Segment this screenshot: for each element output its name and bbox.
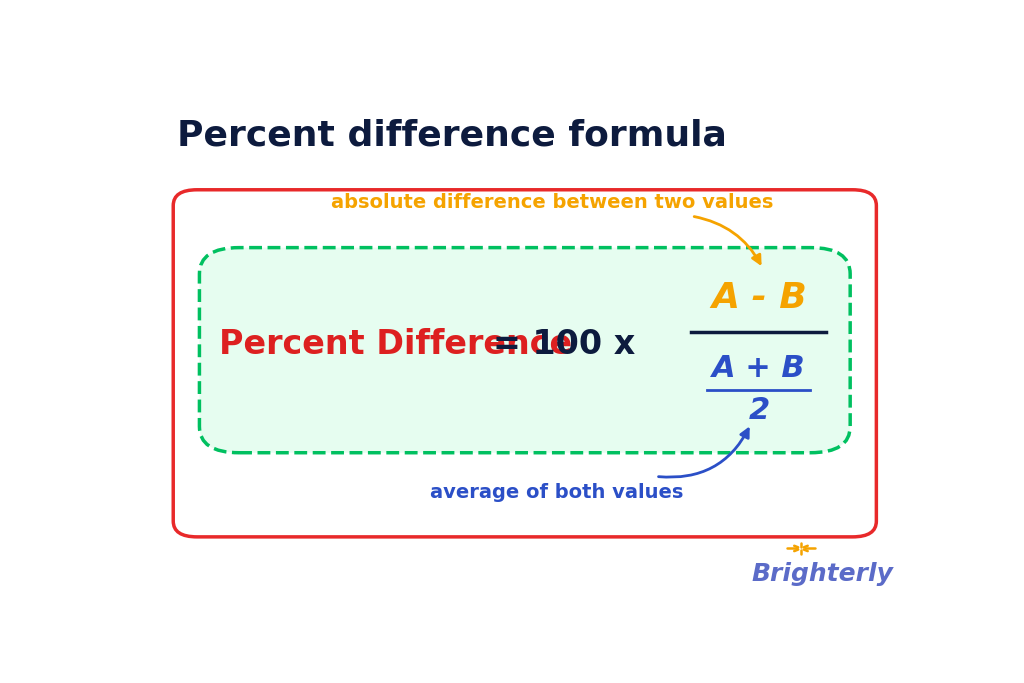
- Text: A - B: A - B: [711, 281, 807, 315]
- Text: A + B: A + B: [712, 354, 806, 383]
- Text: Percent Difference: Percent Difference: [219, 329, 572, 361]
- Text: Percent difference formula: Percent difference formula: [177, 119, 727, 153]
- FancyBboxPatch shape: [173, 190, 877, 537]
- Text: 2: 2: [749, 396, 770, 425]
- Text: average of both values: average of both values: [430, 483, 683, 502]
- Text: absolute difference between two values: absolute difference between two values: [332, 193, 774, 212]
- Text: Brighterly: Brighterly: [752, 561, 893, 586]
- FancyBboxPatch shape: [200, 248, 850, 453]
- Text: = 100 x: = 100 x: [494, 329, 635, 361]
